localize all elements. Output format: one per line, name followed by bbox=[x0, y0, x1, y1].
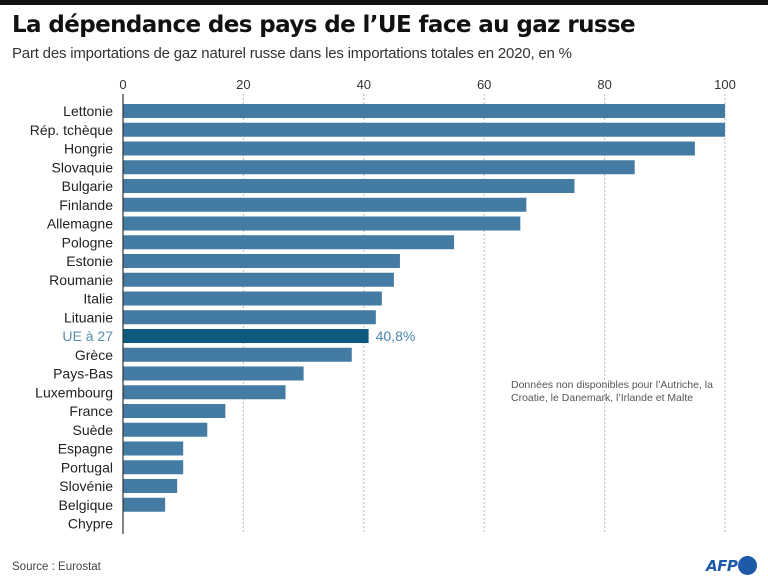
category-label: Espagne bbox=[58, 441, 113, 457]
category-label: Portugal bbox=[61, 459, 113, 475]
bar bbox=[123, 216, 521, 231]
bar-highlight bbox=[123, 329, 369, 343]
bar bbox=[123, 197, 527, 212]
category-label: Suède bbox=[73, 422, 114, 438]
afp-logo-text: AFP bbox=[706, 556, 738, 575]
top-rule bbox=[0, 0, 768, 5]
afp-logo: AFP bbox=[706, 556, 758, 575]
bar bbox=[123, 497, 166, 512]
bar bbox=[123, 179, 575, 193]
x-tick-label: 80 bbox=[597, 77, 611, 92]
bar bbox=[123, 422, 208, 437]
highlight-value-label: 40,8% bbox=[376, 328, 416, 344]
bar bbox=[123, 441, 184, 456]
bar bbox=[123, 122, 725, 137]
category-label: Lituanie bbox=[64, 309, 113, 325]
bar bbox=[123, 141, 695, 156]
category-label: Luxembourg bbox=[35, 384, 113, 400]
x-tick-label: 40 bbox=[357, 77, 371, 92]
x-axis-ticks: 0 20 40 60 80 100 bbox=[119, 77, 735, 92]
bar bbox=[123, 460, 184, 475]
category-label: Slovénie bbox=[59, 478, 113, 494]
bar bbox=[123, 272, 394, 287]
bars bbox=[123, 104, 725, 512]
bar bbox=[123, 291, 382, 306]
annotation-note: Données non disponibles pour l’Autriche,… bbox=[511, 379, 716, 405]
bar bbox=[123, 310, 376, 325]
x-tick-label: 0 bbox=[119, 77, 126, 92]
bar bbox=[123, 479, 178, 493]
category-label: UE à 27 bbox=[62, 328, 113, 344]
bar bbox=[123, 235, 455, 250]
afp-logo-dot-icon bbox=[738, 556, 758, 575]
bar bbox=[123, 404, 226, 418]
category-label: Pays-Bas bbox=[53, 366, 113, 382]
category-label: Rép. tchèque bbox=[30, 122, 113, 138]
category-label: Slovaquie bbox=[52, 159, 114, 175]
category-labels: Lettonie Rép. tchèque Hongrie Slovaquie Bulg… bbox=[30, 103, 416, 532]
source-note: Source : Eurostat bbox=[12, 561, 101, 573]
category-label: Roumanie bbox=[49, 272, 113, 288]
category-label: Grèce bbox=[75, 347, 113, 363]
annotation-text: Données non disponibles pour l’Autriche,… bbox=[511, 379, 713, 404]
bar bbox=[123, 160, 635, 175]
category-label: Lettonie bbox=[63, 103, 113, 119]
bar bbox=[123, 104, 725, 118]
category-label: Italie bbox=[83, 291, 113, 307]
category-label: Pologne bbox=[62, 234, 114, 250]
x-tick-label: 20 bbox=[236, 77, 250, 92]
category-label: Belgique bbox=[59, 497, 114, 513]
category-label: Bulgarie bbox=[62, 178, 114, 194]
category-label: Hongrie bbox=[64, 141, 113, 157]
bar bbox=[123, 366, 304, 381]
category-label: Chypre bbox=[68, 516, 113, 532]
category-label: France bbox=[69, 403, 113, 419]
bar bbox=[123, 347, 352, 362]
x-tick-label: 100 bbox=[714, 77, 736, 92]
category-label: Estonie bbox=[66, 253, 113, 269]
category-label: Finlande bbox=[59, 197, 113, 213]
category-label: Allemagne bbox=[47, 216, 113, 232]
x-tick-label: 60 bbox=[477, 77, 491, 92]
chart-subtitle: Part des importations de gaz naturel rus… bbox=[12, 45, 572, 62]
bar bbox=[123, 254, 400, 268]
chart-title: La dépendance des pays de l’UE face au g… bbox=[12, 12, 636, 38]
bar bbox=[123, 385, 286, 400]
